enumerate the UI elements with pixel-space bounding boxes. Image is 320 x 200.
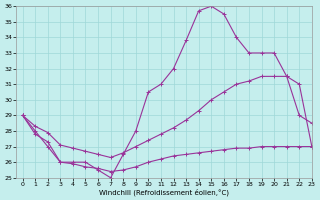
X-axis label: Windchill (Refroidissement éolien,°C): Windchill (Refroidissement éolien,°C) xyxy=(99,188,229,196)
